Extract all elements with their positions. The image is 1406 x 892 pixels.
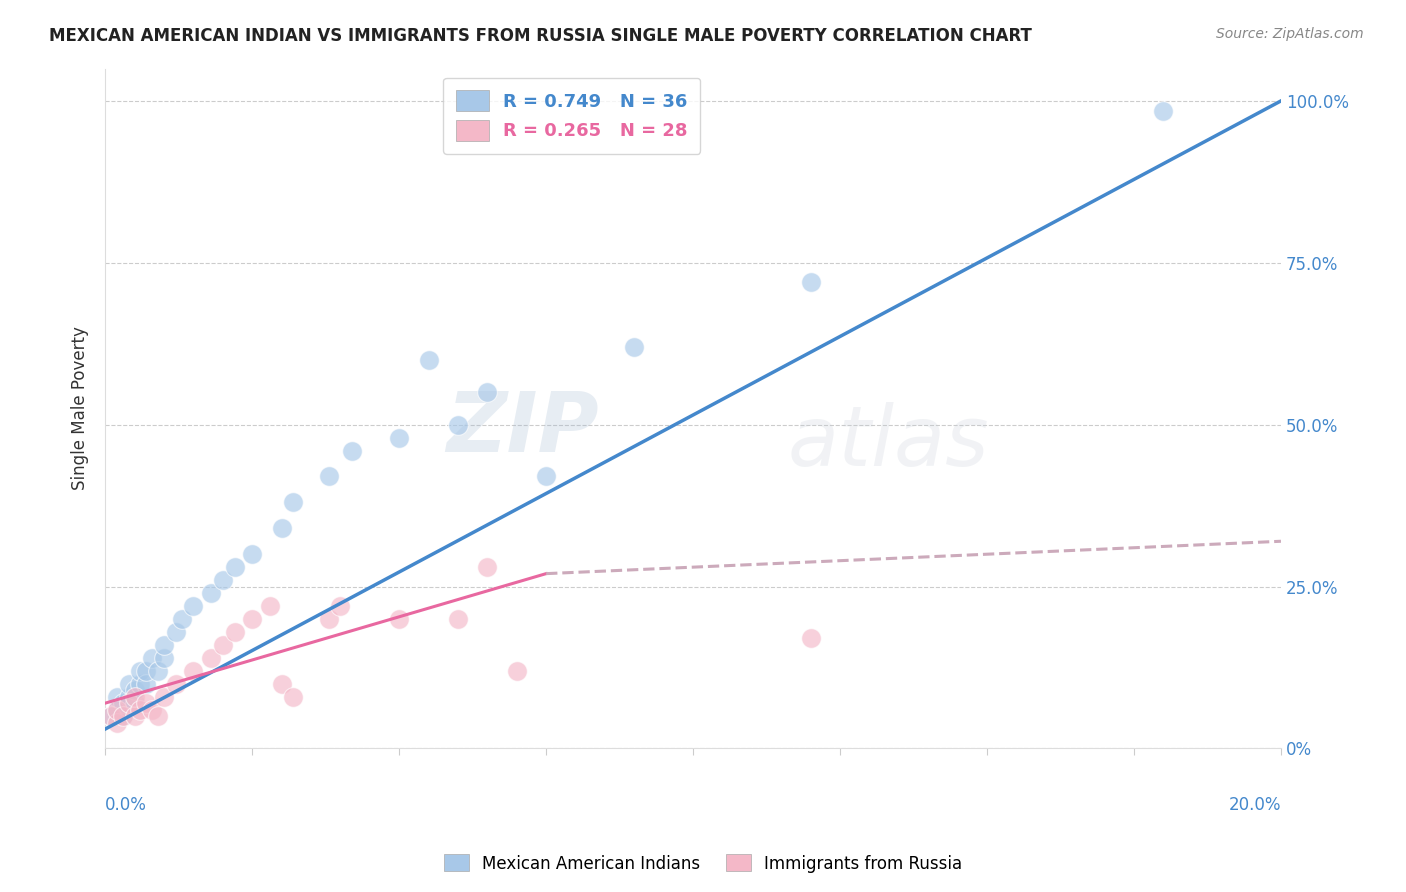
Y-axis label: Single Male Poverty: Single Male Poverty [72,326,89,491]
Point [153,638,176,652]
Point [623,340,645,354]
Point [153,690,176,704]
Point [124,690,146,704]
Point [129,677,152,691]
Text: 20.0%: 20.0% [1229,796,1281,814]
Point [146,664,169,678]
Legend: R = 0.749   N = 36, R = 0.265   N = 28: R = 0.749 N = 36, R = 0.265 N = 28 [443,78,700,153]
Point [111,709,134,723]
Point [270,521,292,535]
Point [146,709,169,723]
Point [118,690,141,704]
Point [224,560,246,574]
Point [105,703,128,717]
Text: MEXICAN AMERICAN INDIAN VS IMMIGRANTS FROM RUSSIA SINGLE MALE POVERTY CORRELATIO: MEXICAN AMERICAN INDIAN VS IMMIGRANTS FR… [49,27,1032,45]
Point [105,703,128,717]
Point [447,417,470,432]
Point [800,275,823,289]
Text: 0.0%: 0.0% [105,796,148,814]
Point [141,650,163,665]
Point [124,709,146,723]
Point [135,677,157,691]
Text: atlas: atlas [787,402,988,483]
Point [283,690,305,704]
Point [534,469,557,483]
Text: Source: ZipAtlas.com: Source: ZipAtlas.com [1216,27,1364,41]
Point [329,599,352,613]
Point [200,586,222,600]
Point [165,677,187,691]
Point [1152,103,1174,118]
Point [124,683,146,698]
Point [183,599,205,613]
Point [211,573,233,587]
Point [318,469,340,483]
Point [124,696,146,710]
Point [259,599,281,613]
Point [118,696,141,710]
Point [141,703,163,717]
Point [318,612,340,626]
Point [447,612,470,626]
Point [283,495,305,509]
Point [240,547,263,561]
Point [340,443,363,458]
Point [800,632,823,646]
Point [135,696,157,710]
Point [129,664,152,678]
Point [477,385,499,400]
Point [153,650,176,665]
Point [506,664,529,678]
Point [135,664,157,678]
Point [211,638,233,652]
Point [111,709,134,723]
Point [270,677,292,691]
Point [105,690,128,704]
Point [100,709,122,723]
Point [240,612,263,626]
Point [105,715,128,730]
Point [224,624,246,639]
Legend: Mexican American Indians, Immigrants from Russia: Mexican American Indians, Immigrants fro… [437,847,969,880]
Point [111,696,134,710]
Point [388,431,411,445]
Point [200,650,222,665]
Point [388,612,411,626]
Point [100,709,122,723]
Point [129,703,152,717]
Point [170,612,193,626]
Point [418,353,440,368]
Point [165,624,187,639]
Point [477,560,499,574]
Point [183,664,205,678]
Text: ZIP: ZIP [446,388,599,469]
Point [118,677,141,691]
